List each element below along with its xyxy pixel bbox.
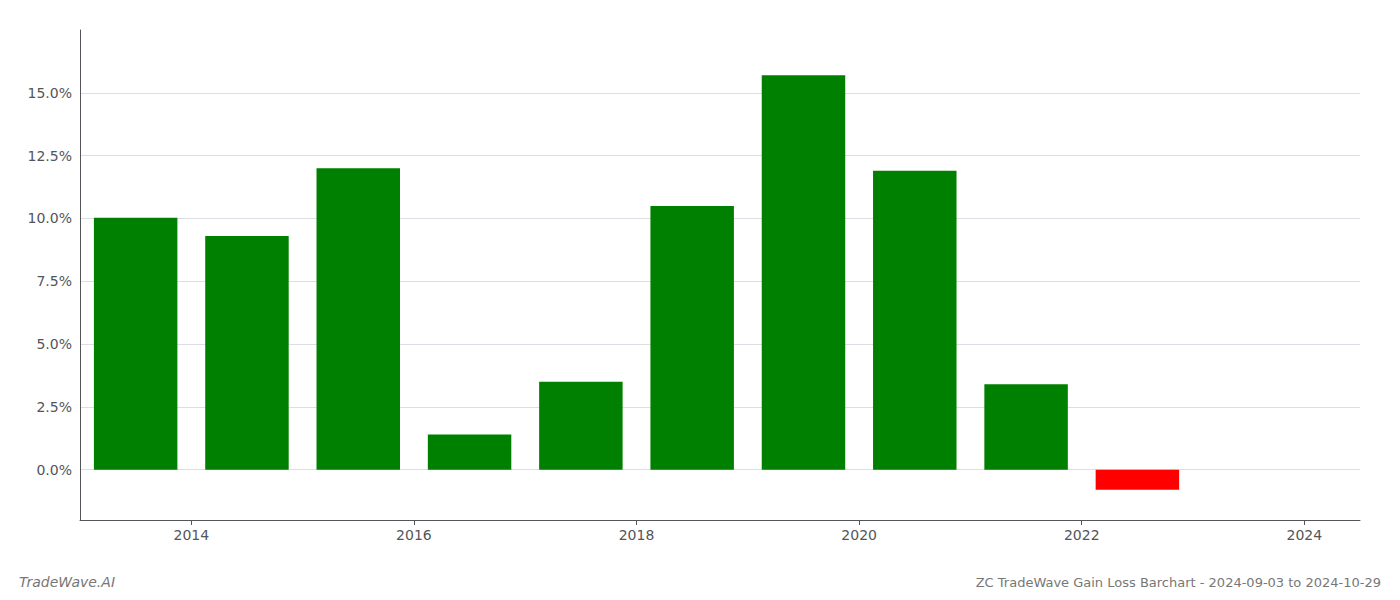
svg-text:2.5%: 2.5% (36, 399, 72, 415)
svg-text:ZC TradeWave Gain Loss Barchar: ZC TradeWave Gain Loss Barchart - 2024-0… (976, 575, 1381, 590)
svg-text:0.0%: 0.0% (36, 462, 72, 478)
svg-text:2022: 2022 (1064, 527, 1100, 543)
svg-text:TradeWave.AI: TradeWave.AI (19, 574, 115, 590)
svg-text:7.5%: 7.5% (36, 273, 72, 289)
svg-text:12.5%: 12.5% (28, 148, 72, 164)
svg-text:2020: 2020 (841, 527, 877, 543)
svg-text:15.0%: 15.0% (28, 85, 72, 101)
svg-text:2018: 2018 (619, 527, 655, 543)
svg-text:10.0%: 10.0% (28, 210, 72, 226)
svg-text:2016: 2016 (396, 527, 432, 543)
svg-text:2024: 2024 (1287, 527, 1323, 543)
svg-text:5.0%: 5.0% (36, 336, 72, 352)
svg-text:2014: 2014 (173, 527, 209, 543)
